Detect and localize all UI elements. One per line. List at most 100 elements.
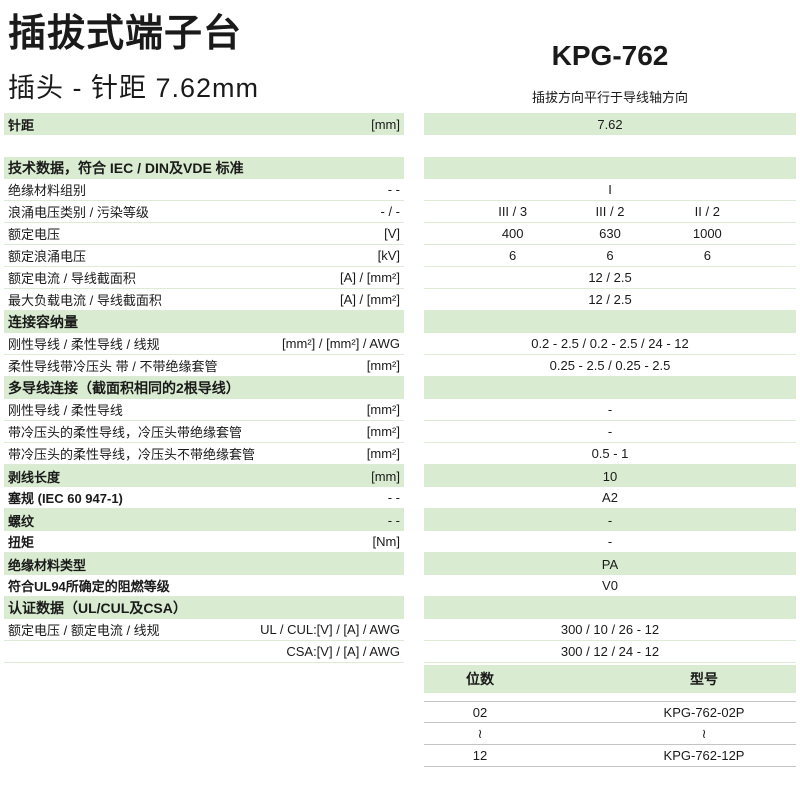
order-model: KPG-762-02P (663, 705, 745, 720)
order-positions: ≀ (477, 726, 483, 741)
row-unit: [V] (384, 226, 400, 241)
table-row: 塞规 (IEC 60 947-1) - - A2 (0, 487, 800, 509)
row-value: 300 / 12 / 24 - 12 (560, 644, 660, 659)
row-value: III / 3 (498, 204, 528, 219)
row-value-cell (424, 597, 796, 619)
row-label: 技术数据，符合 IEC / DIN及VDE 标准 (8, 160, 244, 176)
table-row: 柔性导线带冷压头 带 / 不带绝缘套管 [mm²] 0.25 - 2.5 / 0.2… (0, 355, 800, 377)
row-left-cell: 柔性导线带冷压头 带 / 不带绝缘套管 [mm²] (4, 355, 404, 377)
row-label: 带冷压头的柔性导线，冷压头不带绝缘套管 (8, 447, 256, 462)
order-table-body: 02 KPG-762-02P ≀ ≀ 12 KPG-762-12P (424, 701, 796, 767)
row-value-cell: V0 (424, 575, 796, 597)
row-label: 浪涌电压类别 / 污染等级 (8, 205, 149, 220)
row-value-cell: 7.62 (424, 113, 796, 135)
order-row: 02 KPG-762-02P (424, 701, 796, 723)
row-left-cell: 额定电流 / 导线截面积 [A] / [mm²] (4, 267, 404, 289)
order-row: ≀ ≀ (424, 723, 796, 745)
row-unit: [mm²] / [mm²] / AWG (282, 336, 400, 351)
row-value-cell: III / 3 III / 2 II / 2 (424, 201, 796, 223)
row-value: 400 (501, 226, 524, 241)
row-value-cell: 400 630 1000 (424, 223, 796, 245)
row-label: 剥线长度 (8, 469, 61, 485)
row-value: 6 (509, 248, 517, 263)
row-unit: - - (387, 182, 400, 197)
row-label: 多导线连接（截面积相同的2根导线） (8, 380, 240, 396)
table-row: 绝缘材料类型 PA (0, 553, 800, 575)
table-row: 符合UL94所确定的阻燃等级 V0 (0, 575, 800, 597)
row-left-cell: 螺纹 - - (4, 509, 404, 531)
table-row: 刚性导线 / 柔性导线 [mm²] - (0, 399, 800, 421)
row-left-cell: 额定浪涌电压 [kV] (4, 245, 404, 267)
row-label: 螺纹 (8, 513, 35, 529)
row-value-cell: 12 / 2.5 (424, 267, 796, 289)
table-row: 浪涌电压类别 / 污染等级 - / - III / 3 III / 2 II / 2 (0, 201, 800, 223)
row-left-cell: 浪涌电压类别 / 污染等级 - / - (4, 201, 404, 223)
row-value: 12 / 2.5 (588, 292, 632, 307)
row-unit: [mm²] (366, 446, 400, 461)
row-left-cell: 技术数据，符合 IEC / DIN及VDE 标准 (4, 157, 404, 179)
row-value-cell: 0.5 - 1 (424, 443, 796, 465)
row-label: 额定电流 / 导线截面积 (8, 271, 136, 286)
section-header-row: 连接容纳量 (0, 311, 800, 333)
row-left-cell: 认证数据（UL/CUL及CSA） (4, 597, 404, 619)
section-header-row: 认证数据（UL/CUL及CSA） (0, 597, 800, 619)
table-row: 针距 [mm] 7.62 (0, 113, 800, 135)
row-value: 630 (599, 226, 621, 241)
row-left-cell: 额定电压 / 额定电流 / 线规 UL / CUL:[V] / [A] / AWG (4, 619, 404, 641)
row-value: 0.25 - 2.5 / 0.25 - 2.5 (549, 358, 671, 373)
table-row: 带冷压头的柔性导线，冷压头带绝缘套管 [mm²] - (0, 421, 800, 443)
table-row: 刚性导线 / 柔性导线 / 线规 [mm²] / [mm²] / AWG 0.2 -… (0, 333, 800, 355)
row-unit: - / - (380, 204, 401, 219)
row-value-cell: - (424, 531, 796, 553)
row-unit: - - (387, 490, 400, 505)
row-unit: UL / CUL:[V] / [A] / AWG (260, 622, 400, 637)
row-value-cell: 0.2 - 2.5 / 0.2 - 2.5 / 24 - 12 (424, 333, 796, 355)
row-unit: [kV] (377, 248, 400, 263)
row-left-cell: 带冷压头的柔性导线，冷压头不带绝缘套管 [mm²] (4, 443, 404, 465)
row-label: 符合UL94所确定的阻燃等级 (8, 579, 170, 594)
row-value: II / 2 (694, 204, 720, 219)
order-model: KPG-762-12P (663, 748, 745, 763)
row-value: PA (601, 556, 619, 572)
spec-table: 针距 [mm] 7.62 技术数据，符合 IEC / DIN及VDE 标准 绝缘材料组别… (0, 113, 800, 663)
row-left-cell: 带冷压头的柔性导线，冷压头带绝缘套管 [mm²] (4, 421, 404, 443)
page-title: 插拔式端子台 (8, 13, 243, 55)
row-value: 1000 (692, 226, 722, 241)
row-label: 扭矩 (8, 535, 35, 550)
row-label: 额定电压 / 额定电流 / 线规 (8, 623, 160, 638)
row-label: 针距 (8, 117, 35, 133)
table-row: 额定电流 / 导线截面积 [A] / [mm²] 12 / 2.5 (0, 267, 800, 289)
row-label: 额定电压 (8, 227, 61, 242)
row-value-cell: - (424, 509, 796, 531)
row-label: 带冷压头的柔性导线，冷压头带绝缘套管 (8, 425, 243, 440)
table-row: CSA:[V] / [A] / AWG 300 / 12 / 24 - 12 (0, 641, 800, 663)
row-left-cell: CSA:[V] / [A] / AWG (4, 641, 404, 663)
row-value: A2 (602, 490, 618, 505)
row-value-cell (424, 311, 796, 333)
table-row: 额定电压 [V] 400 630 1000 (0, 223, 800, 245)
row-left-cell: 扭矩 [Nm] (4, 531, 404, 553)
row-left-cell: 符合UL94所确定的阻燃等级 (4, 575, 404, 597)
table-row: 绝缘材料组别 - - I (0, 179, 800, 201)
row-left-cell: 绝缘材料类型 (4, 553, 404, 575)
row-value: I (608, 182, 612, 197)
row-label: 刚性导线 / 柔性导线 (8, 403, 123, 418)
table-row: 带冷压头的柔性导线，冷压头不带绝缘套管 [mm²] 0.5 - 1 (0, 443, 800, 465)
row-unit: [mm²] (366, 402, 400, 417)
order-table: 位数 型号 02 KPG-762-02P ≀ ≀ 12 KPG-762-12P (424, 665, 796, 767)
row-unit: [mm²] (366, 424, 400, 439)
row-left-cell: 针距 [mm] (4, 113, 404, 135)
row-unit: [mm²] (366, 358, 400, 373)
table-row: 剥线长度 [mm] 10 (0, 465, 800, 487)
row-label: 额定浪涌电压 (8, 249, 87, 264)
row-label: 柔性导线带冷压头 带 / 不带绝缘套管 (8, 359, 218, 374)
row-unit: [A] / [mm²] (340, 270, 400, 285)
row-value-cell (424, 157, 796, 179)
row-value: III / 2 (595, 204, 625, 219)
table-row: 最大负载电流 / 导线截面积 [A] / [mm²] 12 / 2.5 (0, 289, 800, 311)
table-row: 扭矩 [Nm] - (0, 531, 800, 553)
row-label: 绝缘材料类型 (8, 557, 87, 573)
row-left-cell: 连接容纳量 (4, 311, 404, 333)
row-value: - (607, 424, 613, 439)
row-left-cell: 刚性导线 / 柔性导线 [mm²] (4, 399, 404, 421)
